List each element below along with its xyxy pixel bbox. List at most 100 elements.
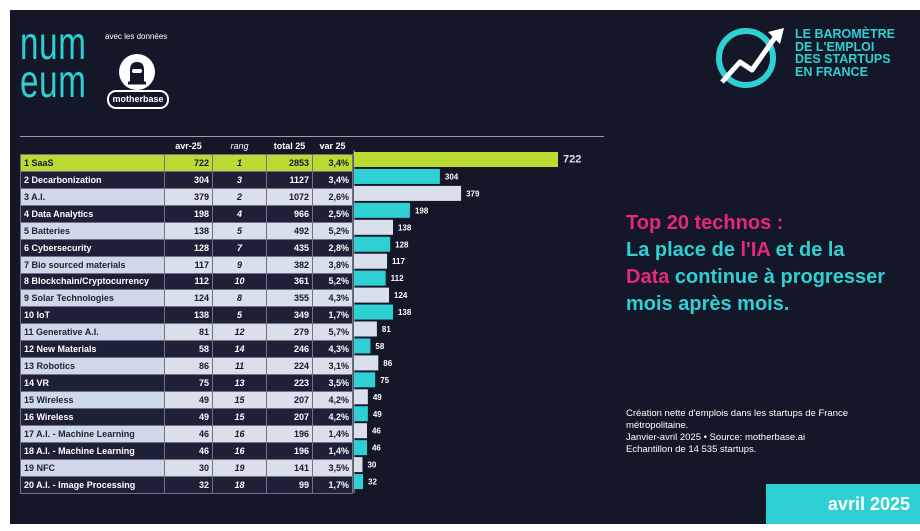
row-avr: 30 — [164, 458, 213, 477]
row-var: 1,7% — [312, 475, 353, 494]
table-row: 14 VR 75 13 223 3,5% — [20, 374, 353, 393]
table-row: 13 Robotics 86 11 224 3,1% — [20, 357, 353, 376]
row-rang: 1 — [212, 153, 267, 172]
row-total: 492 — [266, 221, 313, 240]
row-var: 3,8% — [312, 255, 353, 274]
row-total: 2853 — [266, 153, 313, 172]
row-total: 223 — [266, 374, 313, 393]
row-rang: 15 — [212, 391, 267, 409]
row-total: 196 — [266, 424, 313, 443]
row-name: 14 VR — [20, 374, 165, 393]
bar-value-label: 49 — [373, 393, 382, 402]
bar — [354, 372, 376, 388]
row-total: 435 — [266, 238, 313, 257]
row-var: 3,1% — [312, 357, 353, 376]
bar-value-label: 49 — [373, 410, 382, 419]
row-avr: 379 — [164, 187, 213, 206]
bar-value-label: 198 — [415, 206, 429, 215]
bar — [354, 185, 462, 201]
row-total: 1127 — [266, 170, 313, 189]
bar — [354, 152, 558, 167]
bar — [354, 304, 393, 320]
row-total: 349 — [266, 306, 313, 325]
bar-value-label: 128 — [395, 240, 409, 249]
row-total: 224 — [266, 357, 313, 376]
bar-value-label: 138 — [398, 308, 412, 317]
row-total: 207 — [266, 391, 313, 409]
row-rang: 2 — [212, 187, 267, 206]
table-row: 7 Bio sourced materials 117 9 382 3,8% — [20, 255, 353, 274]
bar — [354, 423, 367, 439]
row-avr: 49 — [164, 391, 213, 409]
table-row: 1 SaaS 722 1 2853 3,4% — [20, 153, 353, 172]
bar-value-label: 81 — [382, 325, 391, 334]
row-name: 10 IoT — [20, 306, 165, 325]
row-rang: 16 — [212, 441, 267, 460]
bar-value-label: 722 — [563, 154, 581, 166]
row-avr: 117 — [164, 255, 213, 274]
row-name: 4 Data Analytics — [20, 204, 165, 223]
table-row: 5 Batteries 138 5 492 5,2% — [20, 221, 353, 240]
table-row: 12 New Materials 58 14 246 4,3% — [20, 340, 353, 359]
bar-value-label: 32 — [368, 478, 377, 487]
row-total: 246 — [266, 340, 313, 359]
row-total: 355 — [266, 289, 313, 308]
row-name: 1 SaaS — [20, 153, 165, 172]
row-name: 3 A.I. — [20, 187, 165, 206]
bar — [354, 253, 388, 269]
bar — [354, 202, 410, 218]
row-var: 2,6% — [312, 187, 353, 206]
row-rang: 7 — [212, 238, 267, 257]
bar-value-label: 86 — [383, 359, 392, 368]
row-var: 5,2% — [312, 272, 353, 291]
col-var: var 25 — [312, 138, 353, 155]
row-var: 4,2% — [312, 391, 353, 409]
row-avr: 112 — [164, 272, 213, 291]
row-avr: 86 — [164, 357, 213, 376]
row-rang: 12 — [212, 323, 267, 342]
row-name: 7 Bio sourced materials — [20, 255, 165, 274]
bar — [354, 440, 367, 456]
row-rang: 8 — [212, 289, 267, 308]
row-avr: 138 — [164, 306, 213, 325]
row-rang: 4 — [212, 204, 267, 223]
row-avr: 49 — [164, 408, 213, 426]
row-total: 279 — [266, 323, 313, 342]
row-total: 207 — [266, 408, 313, 426]
row-avr: 46 — [164, 441, 213, 460]
row-var: 3,4% — [312, 170, 353, 189]
row-avr: 722 — [164, 153, 213, 172]
bar — [354, 406, 368, 422]
bar-chart: 7223043791981381281171121241388158867549… — [353, 150, 581, 493]
row-total: 99 — [266, 475, 313, 494]
bar — [354, 474, 364, 490]
row-name: 9 Solar Technologies — [20, 289, 165, 308]
bar — [354, 355, 379, 371]
row-rang: 13 — [212, 374, 267, 393]
row-rang: 5 — [212, 306, 267, 325]
row-avr: 32 — [164, 475, 213, 494]
table-row: 10 IoT 138 5 349 1,7% — [20, 306, 353, 325]
with-data-label: avec les données — [105, 32, 168, 41]
table-row: 19 NFC 30 19 141 3,5% — [20, 458, 353, 477]
table-row: 4 Data Analytics 198 4 966 2,5% — [20, 204, 353, 223]
row-avr: 198 — [164, 204, 213, 223]
table-row: 20 A.I. - Image Processing 32 18 99 1,7% — [20, 475, 353, 494]
row-avr: 75 — [164, 374, 213, 393]
row-var: 3,5% — [312, 374, 353, 393]
row-name: 12 New Materials — [20, 340, 165, 359]
row-total: 382 — [266, 255, 313, 274]
bar-value-label: 58 — [375, 342, 384, 351]
row-rang: 18 — [212, 475, 267, 494]
row-var: 2,5% — [312, 204, 353, 223]
row-avr: 124 — [164, 289, 213, 308]
col-total: total 25 — [266, 138, 313, 155]
row-total: 196 — [266, 441, 313, 460]
row-rang: 5 — [212, 221, 267, 240]
row-avr: 138 — [164, 221, 213, 240]
row-var: 1,4% — [312, 441, 353, 460]
bar-value-label: 117 — [392, 257, 405, 266]
table-row: 8 Blockchain/Cryptocurrency 112 10 361 5,2% — [20, 272, 353, 291]
bar — [354, 457, 363, 473]
bar — [354, 168, 440, 184]
